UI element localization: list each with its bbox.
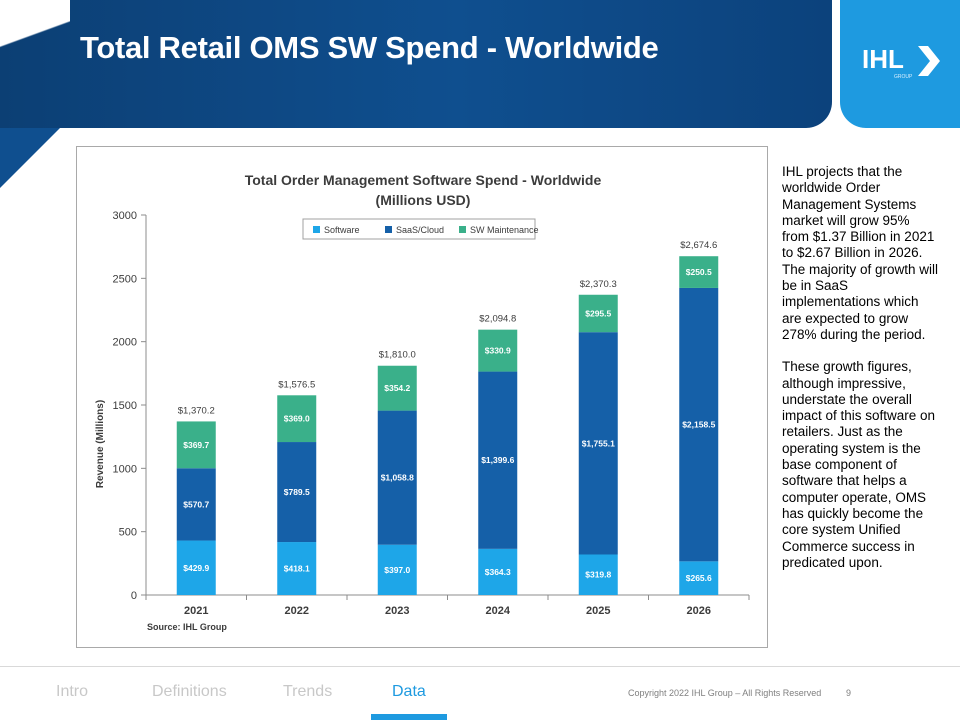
chart-source: Source: IHL Group [147, 622, 227, 632]
data-label: $397.0 [384, 565, 410, 575]
data-label: $1,058.8 [381, 473, 414, 483]
nav-item-trends[interactable]: Trends [283, 683, 333, 700]
chart-bars: $429.9 $570.7 $369.7 $1,370.2 2021 $418.1 $789… [176, 240, 719, 617]
footer-divider [0, 666, 960, 667]
bar-segment [377, 365, 417, 411]
bar-segment [277, 395, 317, 443]
bar-segment [679, 287, 719, 562]
commentary-paragraph-2: These growth figures, although impressiv… [782, 359, 936, 570]
bar-segment [478, 371, 518, 549]
commentary-paragraph-1: IHL projects that the worldwide Order Ma… [782, 164, 939, 342]
bar-segment [578, 294, 618, 333]
nav-item-intro[interactable]: Intro [56, 683, 89, 700]
chart-axes: 0 500 1000 1500 2000 2500 3000 [113, 210, 750, 602]
legend-swatch [313, 226, 320, 233]
bar-segment [377, 544, 417, 595]
data-label: $354.2 [384, 383, 410, 393]
total-label: $1,370.2 [178, 405, 215, 416]
data-label: $1,399.6 [481, 455, 514, 465]
data-label: $364.3 [485, 567, 511, 577]
nav-item-definitions[interactable]: Definitions [152, 683, 227, 700]
data-label: $295.5 [585, 308, 611, 318]
y-tick-label: 500 [119, 527, 137, 539]
chart-frame: Total Order Management Software Spend - … [76, 146, 768, 648]
bar-segment [679, 256, 719, 288]
y-tick-label: 0 [131, 590, 137, 602]
data-label: $369.0 [284, 414, 310, 424]
data-label: $319.8 [585, 570, 611, 580]
y-axis-label: Revenue (Millions) [95, 400, 106, 488]
bar-segment [578, 332, 618, 555]
nav-item-data[interactable]: Data [392, 683, 426, 700]
bar-segment [377, 410, 417, 545]
left-wedge [0, 128, 60, 188]
y-tick-label: 2000 [113, 337, 137, 349]
total-label: $2,370.3 [580, 279, 617, 290]
total-label: $2,094.8 [479, 314, 516, 325]
y-tick-label: 3000 [113, 210, 137, 222]
bar-segment [176, 540, 216, 595]
x-tick-label: 2022 [285, 605, 309, 617]
page-number: 9 [846, 688, 852, 698]
y-tick-label: 1000 [113, 463, 137, 475]
chart-title: Total Order Management Software Spend - … [245, 172, 602, 188]
bar-segment [679, 561, 719, 595]
x-tick-label: 2024 [486, 605, 511, 617]
bar-segment [478, 329, 518, 372]
x-tick-label: 2023 [385, 605, 409, 617]
header-band: Total Retail OMS SW Spend - Worldwide [0, 0, 832, 128]
data-label: $369.7 [183, 440, 209, 450]
bar-segment [176, 421, 216, 469]
chevron-right-icon [918, 46, 940, 76]
stacked-bar-chart: Total Order Management Software Spend - … [95, 172, 750, 632]
legend-swatch [459, 226, 466, 233]
data-label: $250.5 [686, 267, 712, 277]
bar-segment [277, 542, 317, 595]
y-tick-label: 2500 [113, 273, 137, 285]
bar-segment [578, 554, 618, 595]
data-label: $570.7 [183, 499, 209, 509]
data-label: $418.1 [284, 564, 310, 574]
data-label: $429.9 [183, 563, 209, 573]
bar-segment [478, 548, 518, 595]
data-label: $789.5 [284, 487, 310, 497]
x-tick-label: 2026 [687, 605, 711, 617]
total-label: $1,576.5 [278, 379, 315, 390]
legend-box [302, 218, 536, 240]
logo-sub: GROUP [894, 74, 913, 80]
copyright-text: Copyright 2022 IHL Group – All Rights Re… [628, 688, 822, 698]
x-tick-label: 2025 [586, 605, 610, 617]
data-label: $265.6 [686, 573, 712, 583]
bar-segment [277, 442, 317, 543]
chart-legend: Software SaaS/Cloud SW Maintenance [302, 218, 539, 240]
nav-active-indicator [371, 714, 447, 720]
data-label: $2,158.5 [682, 420, 715, 430]
data-label: $330.9 [485, 346, 511, 356]
data-label: $1,755.1 [582, 438, 615, 448]
logo-text: IHL [862, 44, 904, 74]
total-label: $1,810.0 [379, 350, 416, 361]
x-tick-label: 2021 [184, 605, 208, 617]
side-commentary: IHL projects that the worldwide Order Ma… [782, 164, 940, 587]
total-label: $2,674.6 [680, 240, 717, 251]
slide-title: Total Retail OMS SW Spend - Worldwide [80, 30, 659, 65]
legend-label: Software [324, 225, 360, 235]
bar-segment [176, 468, 216, 541]
legend-swatch [385, 226, 392, 233]
y-tick-label: 1500 [113, 400, 137, 412]
ihl-logo: IHL GROUP [840, 0, 960, 128]
header-stripe [0, 0, 70, 128]
legend-label: SaaS/Cloud [396, 225, 444, 235]
chart-subtitle: (Millions USD) [376, 192, 471, 208]
legend-label: SW Maintenance [470, 225, 539, 235]
